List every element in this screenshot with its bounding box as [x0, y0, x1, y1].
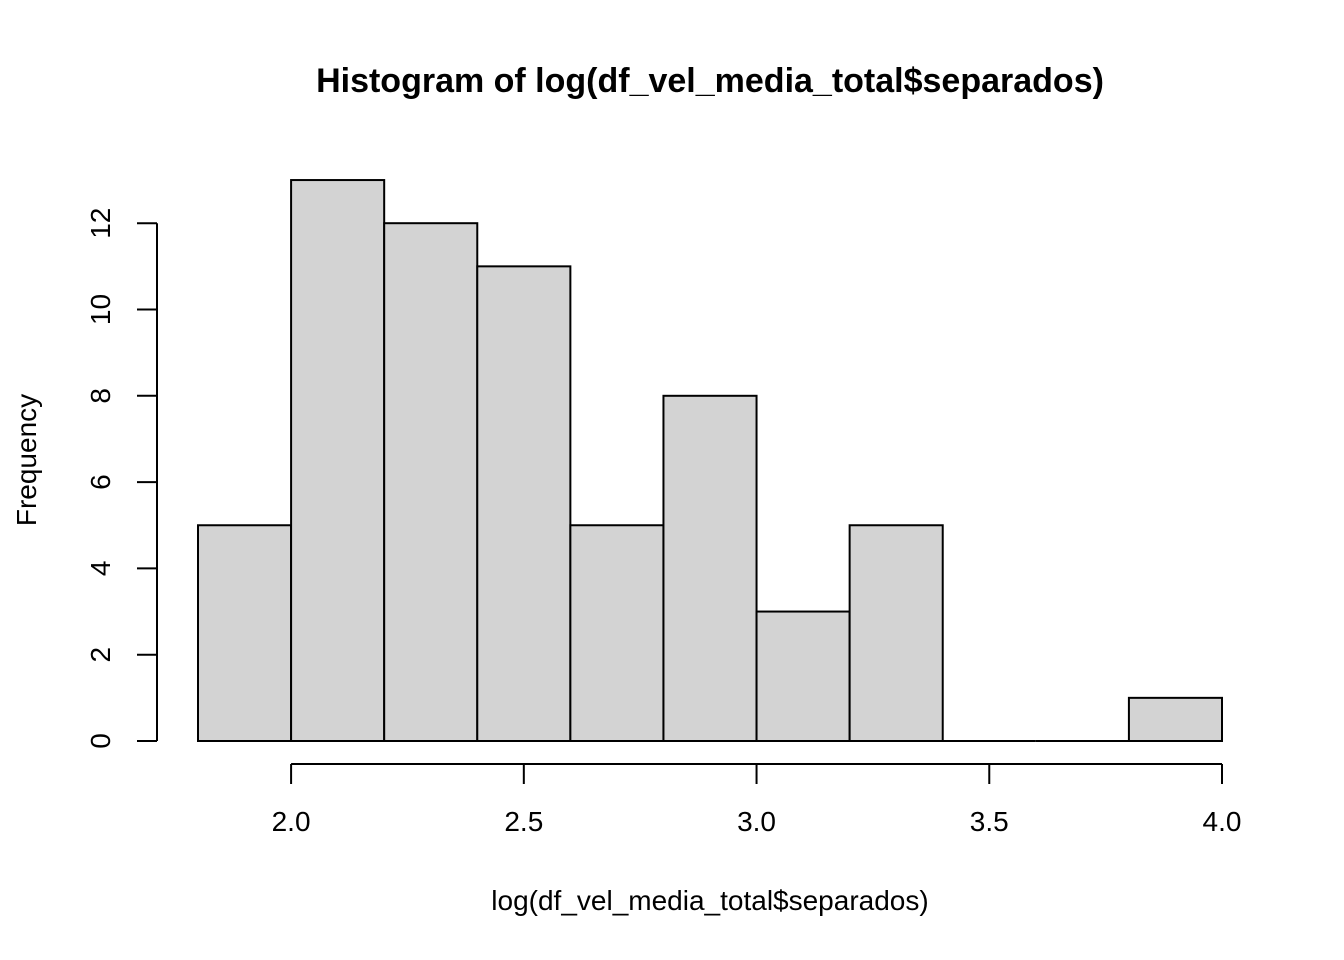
y-axis-label: Frequency: [11, 394, 42, 526]
x-tick-label: 3.0: [737, 806, 776, 837]
histogram-bar: [755, 610, 851, 742]
histogram-bar: [1127, 696, 1223, 742]
x-tick-label: 4.0: [1203, 806, 1242, 837]
histogram-bar: [476, 265, 572, 742]
bars-group: [197, 179, 1223, 743]
histogram-bar: [569, 524, 665, 742]
histogram-bar: [662, 394, 758, 742]
chart-title: Histogram of log(df_vel_media_total$sepa…: [316, 62, 1104, 100]
x-tick-label: 2.5: [504, 806, 543, 837]
y-tick-label: 8: [85, 388, 116, 404]
histogram-bar: [383, 222, 479, 742]
y-tick-label: 0: [85, 733, 116, 749]
histogram-bar: [290, 179, 386, 743]
histogram-bar: [848, 524, 944, 742]
y-tick-label: 12: [85, 208, 116, 239]
histogram-bar: [197, 524, 293, 742]
y-tick-label: 2: [85, 647, 116, 663]
y-axis: 0 2 4 6 8 10 12: [85, 208, 158, 749]
x-tick-label: 3.5: [970, 806, 1009, 837]
x-axis: 2.0 2.5 3.0 3.5 4.0: [272, 763, 1242, 837]
y-tick-label: 4: [85, 561, 116, 577]
y-tick-label: 10: [85, 294, 116, 325]
x-tick-label: 2.0: [272, 806, 311, 837]
y-tick-label: 6: [85, 474, 116, 490]
x-axis-label: log(df_vel_media_total$separados): [491, 885, 928, 916]
